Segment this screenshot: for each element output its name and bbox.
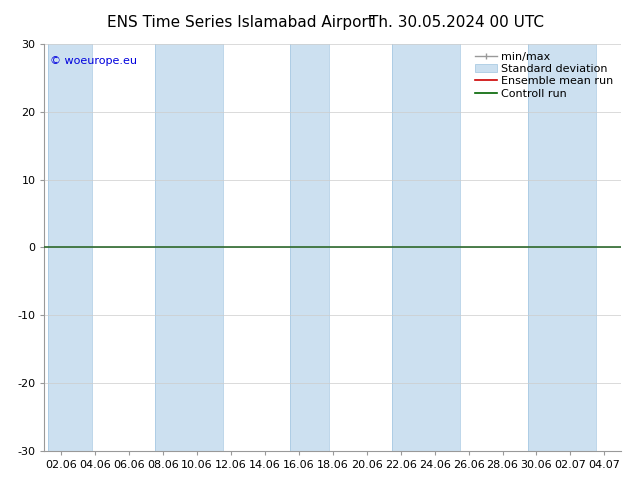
Text: Th. 30.05.2024 00 UTC: Th. 30.05.2024 00 UTC xyxy=(369,15,544,30)
Bar xyxy=(392,44,460,451)
Text: ENS Time Series Islamabad Airport: ENS Time Series Islamabad Airport xyxy=(108,15,374,30)
Text: © woeurope.eu: © woeurope.eu xyxy=(50,56,137,66)
Bar xyxy=(528,44,596,451)
Bar xyxy=(155,44,223,451)
Bar xyxy=(290,44,330,451)
Bar xyxy=(48,44,92,451)
Legend: min/max, Standard deviation, Ensemble mean run, Controll run: min/max, Standard deviation, Ensemble me… xyxy=(472,49,616,101)
